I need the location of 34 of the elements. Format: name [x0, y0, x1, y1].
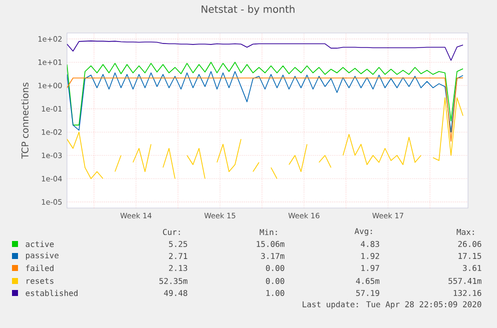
text: 52.35m — [159, 278, 188, 284]
text: 132.16 — [454, 290, 482, 296]
legend-label: active — [26, 240, 54, 248]
text: 0.00 — [266, 264, 284, 272]
text: Avg: — [354, 228, 372, 236]
legend-label: failed — [26, 264, 54, 272]
text: 26.06 — [458, 240, 482, 248]
text: 49.48 — [164, 290, 188, 296]
text: 0.00 — [266, 278, 284, 284]
text: 2.71 — [169, 253, 188, 259]
legend-label: established — [26, 290, 78, 296]
chart-title: Netstat - by month — [202, 5, 294, 15]
text: 1.92 — [361, 252, 380, 260]
text: 57.19 — [356, 290, 380, 296]
line-series — [67, 71, 464, 132]
text: 4.65m — [356, 278, 380, 284]
legend-label: resets — [26, 278, 54, 284]
text: Last update: Tue Apr 28 22:05:09 2020 — [302, 301, 482, 309]
legend-label: passive — [26, 252, 59, 260]
text: 1.00 — [266, 290, 284, 296]
line-series — [67, 62, 464, 126]
text: Cur: — [163, 228, 180, 236]
text: 3.61 — [463, 264, 482, 272]
text: 15.06m — [256, 240, 284, 248]
text: 5.25 — [169, 240, 188, 248]
text: Max: — [456, 229, 474, 235]
text: 3.17m — [261, 252, 284, 260]
text: 1.97 — [361, 264, 380, 272]
text: 17.15 — [458, 253, 482, 259]
text: Min: — [260, 228, 277, 236]
y-axis-title: TCP connections — [21, 82, 28, 159]
text: 557.41m — [448, 278, 482, 284]
text: 4.83 — [360, 240, 380, 248]
text: 2.13 — [169, 264, 188, 272]
